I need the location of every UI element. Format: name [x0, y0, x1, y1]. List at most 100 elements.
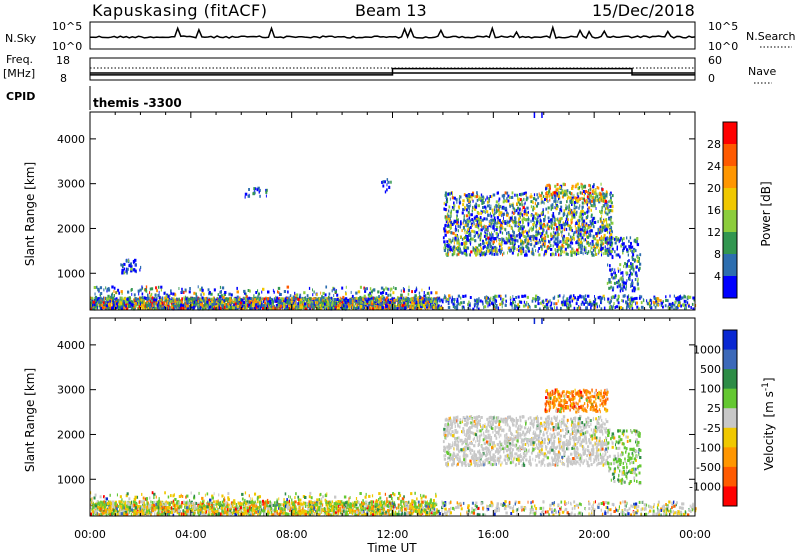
cpid-panel: CPID themis -3300 [6, 86, 182, 110]
data-cell [146, 304, 148, 307]
data-cell [522, 250, 523, 253]
data-cell [295, 298, 297, 301]
data-cell [514, 216, 516, 219]
data-cell [208, 288, 210, 291]
data-cell [526, 194, 527, 197]
data-cell [580, 251, 582, 254]
data-cell [526, 198, 528, 201]
data-cell [559, 233, 560, 236]
data-cell [142, 293, 144, 296]
freq-tick-top: 18 [56, 54, 70, 67]
data-cell [156, 302, 157, 305]
data-cell [590, 188, 591, 191]
data-cell [486, 197, 487, 200]
data-cell [309, 300, 311, 303]
data-cell [542, 225, 544, 228]
data-cell [430, 300, 432, 303]
data-cell [486, 238, 487, 241]
data-cell [544, 202, 545, 205]
data-cell [548, 240, 549, 243]
data-cell [550, 244, 551, 247]
data-cell [278, 304, 279, 307]
data-cell [454, 237, 456, 240]
data-cell [446, 201, 447, 204]
data-cell [399, 300, 401, 303]
data-cell [445, 192, 446, 195]
data-cell [189, 287, 191, 290]
data-cell [584, 248, 585, 251]
data-cell [359, 296, 361, 299]
data-cell [600, 193, 602, 196]
data-cell [581, 197, 582, 200]
data-cell [597, 186, 598, 189]
data-cell [600, 211, 603, 214]
data-cell [237, 296, 239, 299]
data-cell [203, 293, 205, 296]
data-cell [462, 208, 463, 211]
data-cell [555, 253, 556, 256]
data-cell [546, 184, 548, 187]
data-cell [97, 288, 99, 291]
data-cell [408, 289, 410, 292]
data-cell [588, 206, 590, 209]
data-cell [601, 199, 602, 202]
data-cell [135, 263, 136, 266]
data-cell [632, 289, 634, 292]
data-cell [505, 191, 507, 194]
data-cell [447, 248, 448, 251]
data-cell [454, 242, 455, 245]
data-cell [484, 235, 486, 238]
data-cell [564, 228, 565, 231]
data-cell [535, 242, 537, 245]
data-cell [493, 249, 495, 252]
data-cell [201, 289, 203, 292]
data-cell [463, 226, 465, 229]
data-cell [513, 212, 515, 215]
data-cell [293, 296, 295, 299]
data-cell [404, 306, 406, 309]
data-cell [448, 253, 449, 256]
data-cell [303, 297, 304, 300]
data-cell [482, 206, 483, 209]
data-cell [519, 203, 521, 206]
data-cell [470, 250, 472, 253]
data-cell [496, 200, 498, 203]
data-cell [509, 224, 511, 227]
data-cell [471, 238, 473, 241]
data-cell [379, 303, 381, 306]
freq-tick-bottom: 8 [60, 72, 67, 85]
data-cell [552, 196, 554, 199]
data-cell [522, 193, 524, 196]
data-cell [509, 220, 510, 223]
data-cell [486, 234, 487, 237]
data-cell [577, 192, 578, 195]
data-cell [294, 292, 295, 295]
data-cell [411, 307, 413, 310]
data-cell [304, 302, 306, 305]
data-cell [360, 301, 361, 304]
data-cell [541, 202, 542, 205]
data-cell [534, 214, 535, 217]
data-cell [209, 291, 211, 294]
data-cell [557, 200, 558, 203]
data-cell [523, 246, 524, 249]
data-cell [595, 232, 597, 235]
data-cell [160, 286, 162, 289]
data-cell [477, 223, 478, 226]
data-cell [118, 301, 119, 304]
data-cell [197, 306, 198, 309]
data-cell [586, 240, 587, 243]
data-cell [582, 216, 583, 219]
data-cell [511, 196, 513, 199]
data-cell [366, 300, 368, 303]
data-cell [433, 298, 435, 301]
data-cell [572, 248, 573, 251]
data-cell [467, 239, 469, 242]
data-cell [556, 194, 557, 197]
data-cell [548, 206, 550, 209]
data-cell [479, 222, 480, 225]
data-cell [537, 202, 538, 205]
data-cell [591, 222, 593, 225]
nsearch-tick-top: 10^5 [708, 20, 738, 33]
